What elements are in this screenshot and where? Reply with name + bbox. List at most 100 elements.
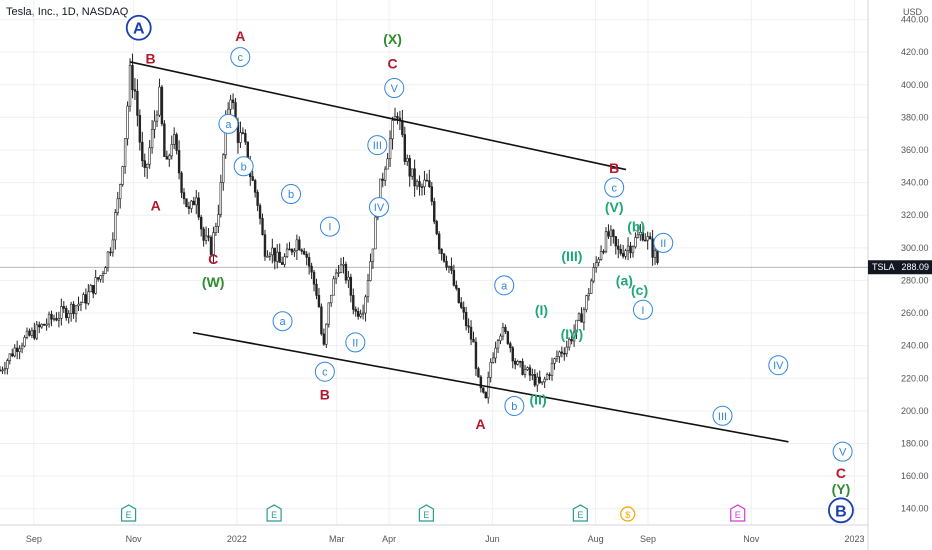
candle-body <box>587 293 591 297</box>
candle-body <box>160 86 164 125</box>
candle-body <box>636 234 640 238</box>
y-tick-label: 280.00 <box>901 275 929 285</box>
candle-body <box>276 251 279 262</box>
candle-body <box>423 179 426 188</box>
wave-label-circle <box>345 332 366 353</box>
earnings-event-icon <box>120 504 137 522</box>
candle-body <box>72 303 75 315</box>
candle-body <box>435 221 438 235</box>
wave-label: (II) <box>530 391 547 407</box>
candle-body <box>617 245 620 250</box>
candle-body <box>526 367 529 370</box>
candle-body <box>219 182 223 215</box>
candle-body <box>153 120 156 130</box>
candle-body <box>604 231 608 252</box>
last-price-tag <box>868 260 932 275</box>
candle-body <box>349 276 353 296</box>
candle-body <box>327 302 330 325</box>
candle-body <box>462 307 465 313</box>
event-label: E <box>577 510 583 520</box>
wave-label-circle <box>314 361 335 382</box>
x-tick-label: 2023 <box>844 534 864 544</box>
economic-event-icon <box>730 504 746 522</box>
wave-label: (III) <box>561 248 582 264</box>
candle-body <box>651 238 654 258</box>
candle-body <box>290 249 294 253</box>
candle-body <box>192 200 196 206</box>
candle-body <box>163 123 166 157</box>
candle-body <box>143 160 146 168</box>
dividend-event-icon <box>620 506 636 522</box>
candle-body <box>413 168 416 187</box>
wave-label: A <box>475 416 485 432</box>
candle-body <box>42 324 46 326</box>
candle-body <box>106 251 110 268</box>
candle-body <box>388 138 392 160</box>
candle-body <box>366 280 370 298</box>
wave-label-circle <box>125 14 152 41</box>
y-tick-label: 380.00 <box>901 112 929 122</box>
candle-body <box>499 335 502 341</box>
candle-body <box>182 192 186 200</box>
wave-label-circle <box>384 78 405 99</box>
candle-body <box>199 216 203 230</box>
wave-label: (c) <box>631 282 648 298</box>
candle-body <box>180 172 183 193</box>
candle-body <box>356 310 360 317</box>
candle-body <box>528 367 532 376</box>
candle-body <box>479 376 483 389</box>
candle-body <box>172 134 176 145</box>
candle-body <box>148 147 151 165</box>
candle-body <box>401 120 404 135</box>
candle-body <box>239 132 242 143</box>
y-tick-label: 160.00 <box>901 471 929 481</box>
wave-label: (V) <box>605 199 624 215</box>
wave-label: II <box>660 238 666 250</box>
candle-body <box>131 65 134 90</box>
candle-body <box>639 231 642 236</box>
candle-body <box>352 295 355 310</box>
candle-body <box>464 312 468 327</box>
candle-body <box>501 327 505 337</box>
wave-label-circle <box>832 441 853 462</box>
candle-body <box>555 356 559 360</box>
candle-body <box>231 99 235 103</box>
candle-body <box>533 374 537 386</box>
candle-body <box>1 369 4 372</box>
candle-body <box>38 324 41 328</box>
wave-label: I <box>328 222 331 234</box>
candle-body <box>406 158 409 162</box>
candle-body <box>33 329 36 339</box>
candle-body <box>310 265 313 273</box>
candle-body <box>185 198 188 207</box>
wave-label: c <box>611 183 617 195</box>
candle-body <box>648 236 652 240</box>
candle-body <box>67 313 70 319</box>
wave-label-circle <box>632 299 653 320</box>
candle-body <box>28 330 31 336</box>
candle-body <box>168 155 171 160</box>
candle-body <box>455 285 458 289</box>
candle-body <box>653 250 657 258</box>
candle-body <box>87 291 90 304</box>
candle-body <box>197 197 200 218</box>
x-tick-label: Jun <box>485 534 500 544</box>
candle-body <box>599 251 603 260</box>
candle-body <box>560 351 564 354</box>
candle-body <box>15 347 19 352</box>
price-axis-unit: USD <box>903 7 923 17</box>
candle-body <box>585 295 588 310</box>
wave-label-circle <box>494 275 515 296</box>
x-tick-label: Nov <box>126 534 143 544</box>
candle-body <box>207 235 210 238</box>
candle-body <box>334 272 338 280</box>
candle-body <box>543 378 546 383</box>
candle-body <box>177 150 181 174</box>
candle-body <box>312 271 316 285</box>
event-label: E <box>126 510 132 520</box>
earnings-event-icon <box>418 504 434 522</box>
candle-body <box>602 251 605 253</box>
wave-label: C <box>836 465 846 481</box>
candle-body <box>40 324 43 328</box>
